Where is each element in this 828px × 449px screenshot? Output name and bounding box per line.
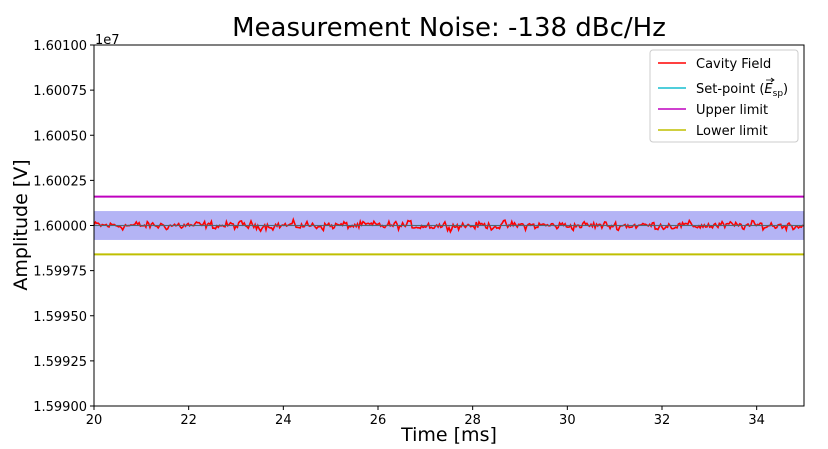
axes: 20 22 24 26 28 30 32 34 1.59900 1.59925 1.59950 1.5… [33, 39, 805, 428]
x-tick-label: 30 [559, 413, 576, 428]
y-tick-label: 1.60075 [33, 84, 87, 99]
y-tick-label: 1.59975 [33, 265, 87, 280]
x-tick-label: 26 [370, 413, 387, 428]
y-tick-label: 1.59925 [33, 355, 87, 370]
y-tick-label: 1.60100 [33, 39, 87, 54]
x-tick-label: 34 [748, 413, 765, 428]
y-tick-label: 1.59900 [33, 400, 87, 415]
x-tick-label: 22 [180, 413, 197, 428]
legend-entry: Upper limit [696, 103, 768, 118]
legend: Cavity Field Set-point (Esp) Upper limit Lo… [649, 49, 799, 143]
y-tick-label: 1.59950 [33, 310, 87, 325]
legend-entry: Cavity Field [696, 57, 771, 72]
x-tick-label: 24 [275, 413, 292, 428]
legend-entry: Set-point (Esp) [696, 82, 788, 99]
y-axis-label: Amplitude [V] [10, 159, 32, 290]
chart-title: Measurement Noise: -138 dBc/Hz [232, 13, 666, 43]
x-axis-label: Time [ms] [400, 424, 497, 446]
legend-box [649, 49, 799, 143]
y-tick-label: 1.60000 [33, 220, 87, 235]
x-tick-label: 20 [86, 413, 103, 428]
x-tick-label: 32 [654, 413, 671, 428]
y-tick-label: 1.60025 [33, 174, 87, 189]
x-tick-label: 28 [464, 413, 481, 428]
legend-entry: Lower limit [696, 124, 768, 139]
plot-area [93, 195, 805, 256]
y-tick-label: 1.60050 [33, 129, 87, 144]
vector-arrow-icon [766, 77, 775, 83]
y-offset-label: 1e7 [95, 33, 120, 48]
